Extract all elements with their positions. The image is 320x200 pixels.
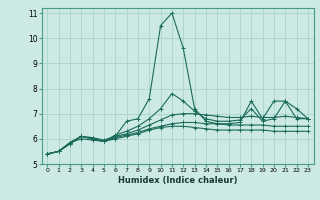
X-axis label: Humidex (Indice chaleur): Humidex (Indice chaleur) <box>118 176 237 185</box>
